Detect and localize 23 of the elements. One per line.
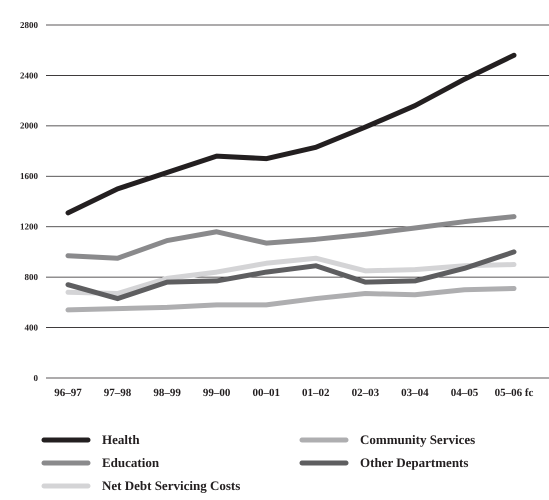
y-tick-label: 0 (34, 372, 38, 383)
x-tick-label: 01–02 (302, 386, 330, 399)
y-tick-label: 2000 (20, 120, 38, 131)
y-tick-label: 800 (24, 272, 38, 282)
legend-label: Net Debt Servicing Costs (102, 478, 240, 493)
legend-label: Other Departments (360, 455, 468, 470)
x-tick-label: 97–98 (104, 386, 132, 399)
legend-label: Health (102, 432, 140, 447)
y-tick-label: 1200 (20, 222, 38, 232)
y-tick-label: 400 (24, 322, 38, 332)
x-tick-label: 03–04 (401, 386, 430, 399)
legend-label: Education (102, 455, 160, 470)
x-tick-label: 99–00 (202, 386, 231, 399)
x-tick-label: 02–03 (352, 386, 380, 399)
x-tick-label: 04–05 (450, 386, 479, 399)
x-tick-label: 96–97 (54, 386, 82, 399)
x-tick-label: 00–01 (252, 386, 280, 399)
y-tick-label: 2400 (20, 70, 38, 80)
y-tick-label: 1600 (20, 171, 38, 182)
y-tick-label: 2800 (20, 20, 38, 30)
legend-label: Community Services (360, 432, 476, 447)
x-tick-label: 05–06 fc (494, 386, 534, 399)
x-tick-label: 98–99 (153, 386, 182, 399)
